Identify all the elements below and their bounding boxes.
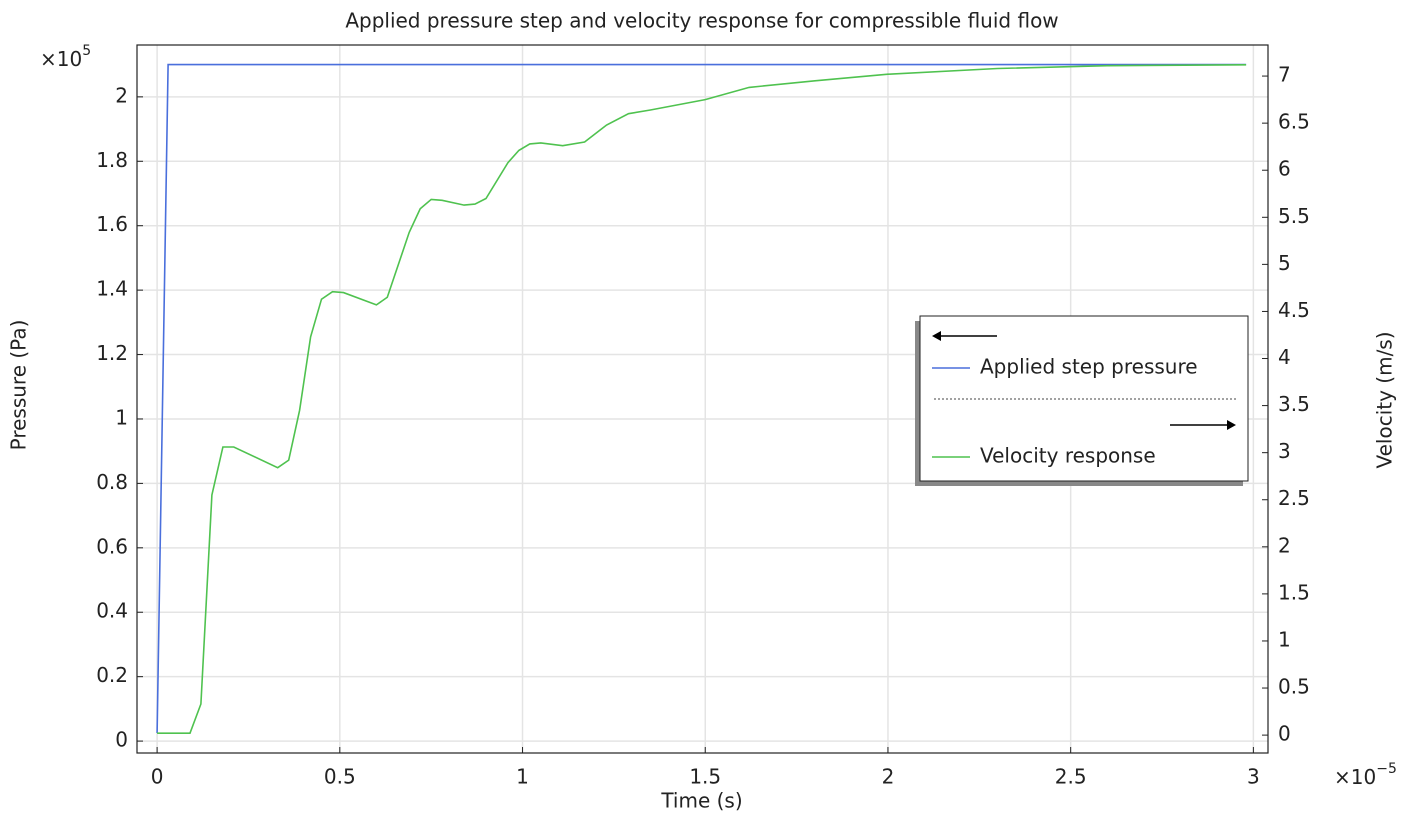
y2-tick-label: 5	[1278, 251, 1291, 275]
y2-tick-label: 0	[1278, 722, 1291, 746]
y2-tick-label: 3	[1278, 439, 1291, 463]
y-tick-label: 1.8	[96, 148, 128, 172]
y2-tick-label: 1.5	[1278, 580, 1310, 604]
legend-arrow-head	[1227, 420, 1236, 430]
y-multiplier: ×105	[40, 43, 91, 71]
axes-frame	[136, 44, 1269, 754]
y2-tick-label: 4.5	[1278, 298, 1310, 322]
x-tick-label: 2	[882, 765, 895, 789]
y-tick-label: 1.6	[96, 212, 128, 236]
x-tick-label: 2.5	[1055, 765, 1087, 789]
y2-tick-label: 2	[1278, 533, 1291, 557]
y2-tick-label: 7	[1278, 63, 1291, 87]
y2-tick-label: 1	[1278, 627, 1291, 651]
y2-tick-label: 2.5	[1278, 486, 1310, 510]
chart-title: Applied pressure step and velocity respo…	[345, 9, 1058, 33]
multiplier-base: ×10	[1334, 765, 1376, 789]
multiplier-exponent: −5	[1376, 761, 1397, 777]
legend-arrow-head	[932, 331, 941, 341]
y2-tick-label: 5.5	[1278, 204, 1310, 228]
data-line	[157, 64, 1247, 734]
y-tick-label: 0.4	[96, 599, 128, 623]
y-tick-label: 1.4	[96, 277, 128, 301]
y2-axis-label: Velocity (m/s)	[1373, 331, 1397, 468]
legend-label: Velocity response	[980, 444, 1156, 468]
y-tick-label: 0	[115, 728, 128, 752]
x-axis-label: Time (s)	[660, 789, 742, 813]
y2-tick-label: 4	[1278, 345, 1291, 369]
x-tick-label: 1.5	[689, 765, 721, 789]
y-tick-label: 1	[115, 405, 128, 429]
y-tick-label: 1.2	[96, 341, 128, 365]
y-axis-label: Pressure (Pa)	[7, 320, 31, 451]
data-line	[156, 63, 1247, 734]
y-tick-label: 0.8	[96, 470, 128, 494]
multiplier-base: ×10	[40, 47, 82, 71]
x-tick-label: 0.5	[324, 765, 356, 789]
y2-tick-label: 6	[1278, 157, 1291, 181]
x-tick-label: 3	[1247, 765, 1260, 789]
y2-tick-label: 3.5	[1278, 392, 1310, 416]
y-tick-label: 0.6	[96, 534, 128, 558]
y2-tick-label: 6.5	[1278, 110, 1310, 134]
x-multiplier: ×10−5	[1334, 761, 1397, 789]
multiplier-exponent: 5	[82, 43, 91, 59]
x-tick-label: 1	[516, 765, 529, 789]
legend-label: Applied step pressure	[980, 355, 1198, 379]
x-tick-label: 0	[151, 765, 164, 789]
y-tick-label: 2	[115, 83, 128, 107]
y-tick-label: 0.2	[96, 663, 128, 687]
y2-tick-label: 0.5	[1278, 675, 1310, 699]
